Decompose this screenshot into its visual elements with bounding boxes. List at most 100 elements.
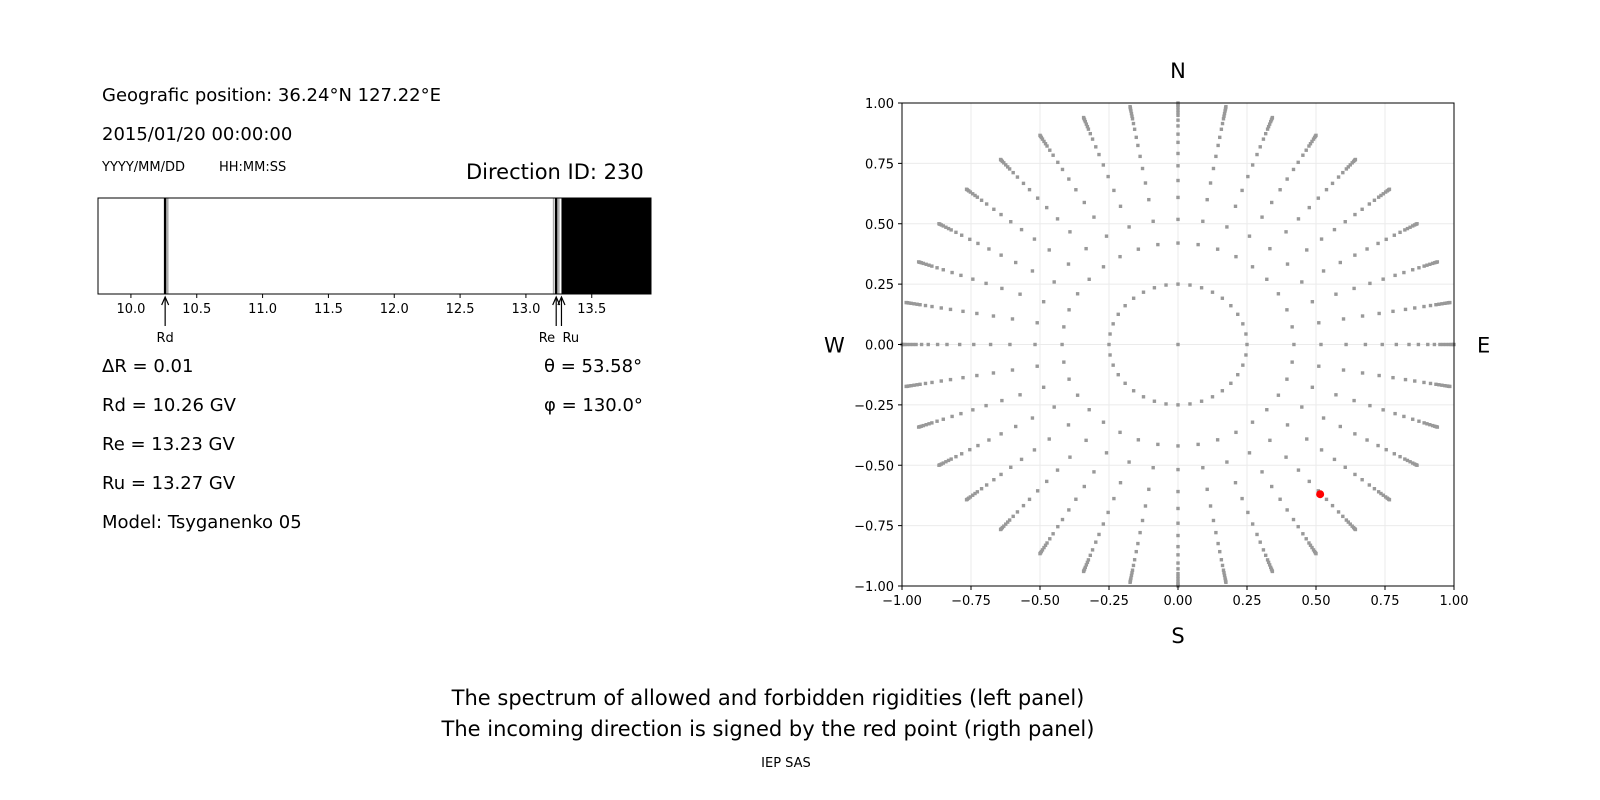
direction-point [1112,496,1116,501]
direction-point [1278,497,1282,501]
direction-point [1032,448,1037,452]
direction-point [991,314,996,318]
direction-point [1411,461,1415,465]
direction-point [984,483,989,487]
direction-point [1008,342,1012,347]
direction-point [1363,342,1368,347]
direction-point [1376,195,1381,199]
direction-point [1222,111,1227,116]
x-tick-label: 12.0 [380,302,409,317]
direction-point [1405,458,1410,463]
direction-point [1319,448,1324,452]
direction-point [1360,207,1364,211]
direction-point [1176,403,1180,407]
direction-point [1376,241,1380,246]
direction-point [971,277,975,281]
direction-point [1392,452,1397,456]
direction-point [1216,143,1220,148]
direction-point [1434,303,1438,307]
delta-r: ΔR = 0.01 [102,356,194,377]
direction-point [1176,195,1180,200]
direction-point [1085,560,1090,565]
direction-point [1246,510,1250,515]
direction-point [1055,217,1060,221]
direction-point [1438,342,1442,347]
direction-point [1353,253,1357,257]
direction-point [1307,144,1311,148]
direction-point [1009,465,1013,469]
direction-point [1199,399,1204,403]
direction-point [1085,124,1090,129]
direction-point [1221,568,1226,572]
direction-point [1319,342,1323,347]
direction-point [1285,262,1290,266]
direction-point [946,458,951,463]
arrow-head-icon [557,295,566,306]
direction-point [1090,548,1095,552]
direction-point [1266,560,1271,565]
direction-point [1405,226,1410,231]
direction-point [1222,571,1226,575]
direction-point [991,371,996,375]
direction-point [959,452,964,456]
direction-point [1372,198,1377,202]
direction-point [1268,246,1272,251]
direction-point [964,498,969,502]
direction-point [1130,117,1135,121]
direction-point [1379,491,1383,496]
direction-point [1341,368,1346,372]
direction-point [1156,442,1160,447]
direction-point [1372,487,1377,491]
direction-point [904,300,908,305]
direction-point [1225,460,1229,464]
direction-point [1030,416,1035,420]
direction-point [1265,558,1270,562]
x-tick-label: 11.0 [248,302,277,317]
direction-point [1422,264,1426,268]
direction-point [984,281,988,286]
direction-point [1205,487,1209,492]
direction-point [1118,204,1123,208]
direction-point [1384,237,1388,242]
direction-point [1081,569,1086,574]
direction-point [992,478,996,482]
direction-point [975,490,980,494]
marker-label-Re: Re [539,331,555,346]
direction-point [1219,558,1224,562]
direction-point [1387,498,1392,502]
direction-point [944,460,948,464]
compass-east: E [1477,334,1490,358]
direction-point [1176,164,1180,168]
direction-point [1176,506,1180,511]
direction-point [984,202,989,206]
direction-point [1415,463,1419,467]
direction-point [1236,372,1240,377]
direction-point [1134,135,1138,140]
direction-point [1066,262,1071,266]
direction-point [915,383,919,387]
direction-point [1268,119,1273,124]
direction-point [1296,468,1301,472]
marker-label-Ru: Ru [562,331,579,346]
direction-point [950,270,954,275]
direction-point [1060,517,1065,522]
direction-point [1447,342,1451,347]
direction-point [1086,127,1091,131]
direction-point [1432,342,1437,347]
direction-point [1344,518,1349,522]
direction-point [1004,163,1008,167]
direction-point [1083,119,1088,124]
direction-point [935,419,939,423]
direction-point [1291,167,1296,172]
direction-point [1000,398,1004,403]
direction-point [1352,398,1356,403]
direction-point [1176,561,1180,565]
x-tick-label: −0.50 [1020,594,1060,609]
y-tick-label: −0.75 [854,520,894,535]
direction-point [1229,381,1233,386]
direction-point [1413,379,1417,383]
direction-point [939,379,943,383]
direction-point [1215,247,1220,251]
direction-point [1348,522,1352,526]
